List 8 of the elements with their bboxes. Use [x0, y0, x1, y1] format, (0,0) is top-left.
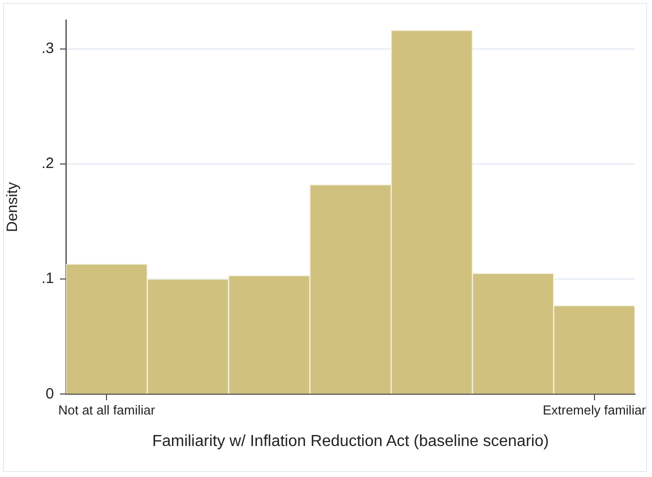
x-tick-label: Extremely familiar: [542, 402, 647, 418]
y-tick-label: .1: [41, 270, 54, 288]
y-axis-title: Density: [4, 182, 22, 232]
y-tick-label: 0: [46, 385, 54, 402]
y-tick-label: .3: [41, 40, 54, 57]
x-tick-label: Not at all familiar: [58, 402, 156, 418]
y-tick-label: .2: [41, 155, 54, 172]
x-axis-title: Familiarity w/ Inflation Reduction Act (baseline scenario): [152, 432, 549, 450]
